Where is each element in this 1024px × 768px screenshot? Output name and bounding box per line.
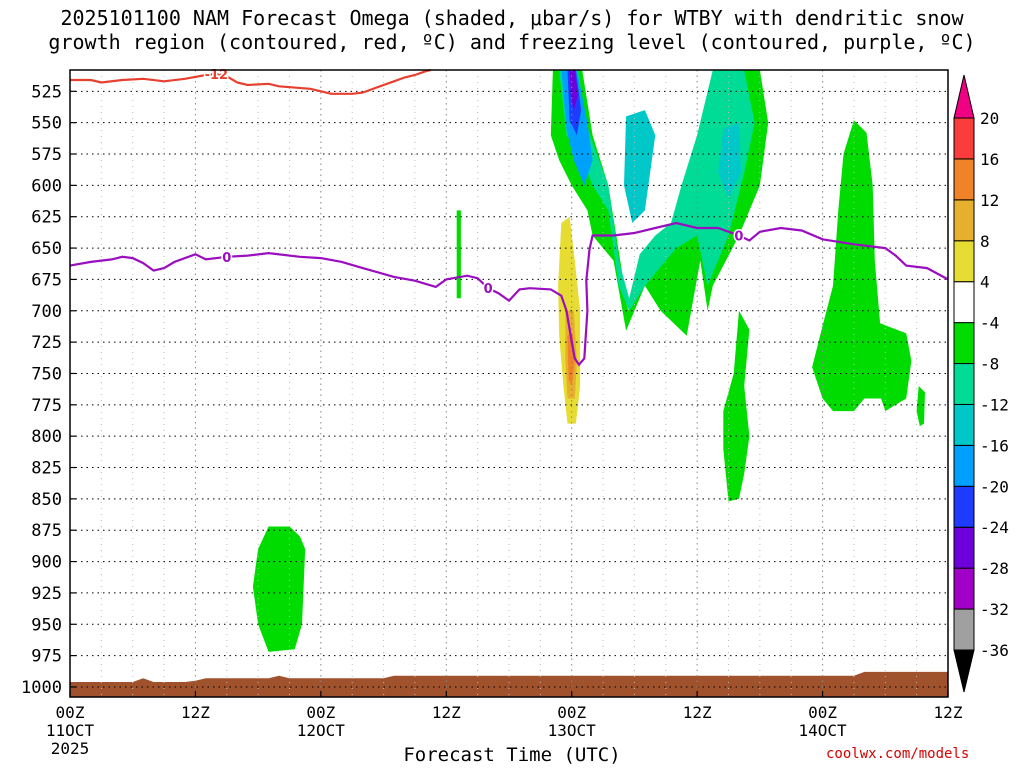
omega-region-11: [916, 386, 925, 427]
colorbar-swatch: [953, 526, 975, 569]
colorbar-label: -24: [980, 518, 1009, 537]
x-date-label: 12OCT: [297, 721, 346, 740]
omega-shading-layer: [252, 70, 948, 656]
colorbar: -36 -32 -28 -24 -20 -16 -12 -8 -4 4 8 12 16 20: [953, 74, 1009, 693]
omega-region-10: [876, 323, 912, 412]
omega-region-22: [862, 486, 886, 562]
y-tick-label: 775: [31, 396, 62, 416]
colorbar-top-arrow: [953, 74, 975, 119]
omega-region-13: [456, 210, 461, 299]
y-tick-label: 975: [31, 647, 62, 667]
y-tick-label: 725: [31, 333, 62, 353]
colorbar-swatch: [953, 444, 975, 487]
omega-region-24: [775, 584, 833, 650]
omega-region-25: [916, 584, 948, 656]
colorbar-swatch: [953, 322, 975, 365]
x-tick-label: 12Z: [181, 703, 210, 722]
colorbar-label: -12: [980, 395, 1009, 414]
colorbar-swatch: [953, 199, 975, 242]
colorbar-label: 20: [980, 109, 999, 128]
colorbar-label: -16: [980, 436, 1009, 455]
x-tick-label: 12Z: [432, 703, 461, 722]
plot-frame: [69, 69, 949, 698]
omega-region-0: [506, 70, 510, 101]
colorbar-label: -8: [980, 355, 999, 374]
colorbar-label: 8: [980, 232, 990, 251]
y-tick-label: 650: [31, 239, 62, 259]
y-tick-label: 750: [31, 364, 62, 384]
colorbar-swatch: [953, 403, 975, 446]
x-date-label: 11OCT: [46, 721, 95, 740]
omega-region-23: [893, 559, 909, 600]
omega-region-2: [559, 70, 755, 311]
y-axis: 525 550 575 600 625 650 675 700 725 750 775 800 825 8…: [21, 82, 76, 698]
x-axis-title: Forecast Time (UTC): [403, 744, 621, 766]
terrain-layer: [70, 671, 948, 697]
omega-region-14: [252, 526, 306, 652]
chart-title: 2025101100 NAM Forecast Omega (shaded, μ…: [48, 6, 976, 54]
colorbar-swatch: [953, 567, 975, 610]
source-credit: coolwx.com/models: [826, 746, 970, 762]
colorbar-swatch: [953, 281, 975, 324]
x-tick-label: 00Z: [56, 703, 85, 722]
y-tick-label: 1000: [21, 678, 62, 698]
x-tick-label: 12Z: [934, 703, 963, 722]
y-tick-label: 925: [31, 584, 62, 604]
omega-region-7: [569, 70, 578, 111]
y-tick-label: 850: [31, 490, 62, 510]
x-tick-label: 00Z: [808, 703, 837, 722]
y-tick-label: 700: [31, 302, 62, 322]
y-tick-label: 550: [31, 114, 62, 134]
freezing-level-contour-label: 0: [484, 282, 493, 297]
omega-region-12: [723, 310, 750, 502]
y-tick-label: 825: [31, 459, 62, 479]
y-tick-label: 575: [31, 145, 62, 165]
freezing-level-contour-line: [69, 221, 949, 367]
x-date-label: 14OCT: [798, 721, 847, 740]
colorbar-swatch: [953, 158, 975, 201]
y-tick-label: 625: [31, 208, 62, 228]
colorbar-label: -20: [980, 477, 1009, 496]
gridlines: [70, 70, 948, 697]
x-tick-label: 00Z: [557, 703, 586, 722]
y-tick-label: 875: [31, 521, 62, 541]
colorbar-swatch: [953, 240, 975, 283]
terrain-fill: [70, 671, 948, 697]
colorbar-swatch: [953, 485, 975, 528]
colorbar-label: -32: [980, 600, 1009, 619]
y-tick-label: 800: [31, 427, 62, 447]
x-year-label: 2025: [51, 739, 90, 758]
colorbar-swatch: [953, 363, 975, 405]
freezing-level-contour-label: 0: [734, 230, 743, 245]
x-tick-label: 12Z: [683, 703, 712, 722]
y-tick-label: 900: [31, 553, 62, 573]
freezing-level-contour-label: 0: [222, 251, 231, 266]
dgz-contour-line: [70, 68, 431, 95]
colorbar-bottom-arrow: [953, 649, 975, 693]
dgz-contour-label: -12: [205, 68, 229, 83]
omega-region-3: [624, 110, 656, 223]
omega-region-19: [570, 592, 578, 644]
omega-region-20: [608, 360, 652, 606]
omega-region-4: [718, 122, 741, 198]
y-tick-label: 600: [31, 176, 62, 196]
x-tick-label: 00Z: [306, 703, 335, 722]
colorbar-label: 4: [980, 273, 990, 292]
colorbar-label: 12: [980, 191, 999, 210]
colorbar-label: 16: [980, 150, 999, 169]
colorbar-label: -4: [980, 314, 999, 333]
colorbar-label: -28: [980, 559, 1009, 578]
colorbar-swatch: [953, 117, 975, 160]
contour-layer: -12 0 0 0: [69, 66, 949, 367]
colorbar-swatch: [953, 608, 975, 651]
x-date-label: 13OCT: [548, 721, 597, 740]
y-tick-label: 675: [31, 270, 62, 290]
colorbar-label: -36: [980, 641, 1009, 660]
y-tick-label: 525: [31, 82, 62, 102]
y-tick-label: 950: [31, 615, 62, 635]
